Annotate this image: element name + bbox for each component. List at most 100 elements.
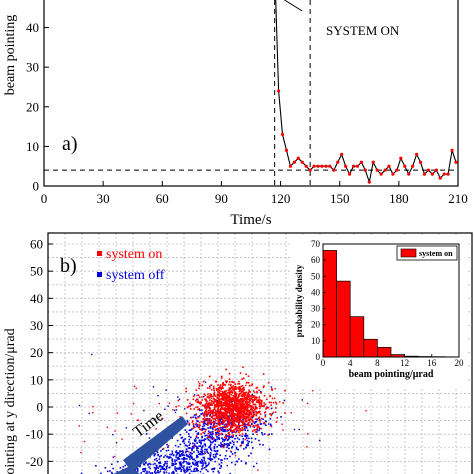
point-system-off (226, 444, 229, 447)
point-system-off (204, 428, 207, 431)
point-system-on (216, 393, 219, 396)
point-system-on (215, 387, 218, 390)
point-system-on (235, 413, 238, 415)
point-system-off (191, 445, 194, 448)
point-system-on (230, 391, 233, 393)
point-system-on (229, 406, 231, 409)
point-system-on (238, 388, 241, 391)
point-system-on (256, 391, 259, 394)
point-system-on (192, 427, 195, 429)
point-system-off (217, 458, 220, 460)
point-system-off (195, 456, 198, 459)
series-point-34 (407, 172, 411, 176)
point-system-on (237, 426, 239, 428)
point-system-on (236, 400, 238, 403)
point-system-off (217, 432, 220, 434)
point-system-on (249, 404, 251, 407)
point-system-off (156, 466, 158, 468)
inset-y-axis-label: probability density (294, 264, 304, 337)
point-system-on (225, 381, 228, 384)
point-system-off (231, 453, 234, 455)
point-system-off (225, 443, 227, 446)
point-system-off (194, 467, 196, 470)
point-system-on (247, 406, 249, 409)
point-system-on (216, 433, 218, 436)
point-system-on (253, 399, 256, 401)
scatter-points (78, 353, 367, 474)
point-system-on (227, 411, 229, 413)
point-system-on (252, 410, 255, 412)
point-system-on (177, 399, 180, 402)
point-system-off (163, 463, 165, 466)
point-system-on (220, 397, 223, 400)
point-system-off (201, 453, 203, 456)
point-system-on (231, 386, 233, 389)
point-system-off (253, 422, 256, 425)
point-system-on (242, 366, 244, 369)
point-system-off (186, 445, 189, 447)
point-system-off (197, 437, 199, 439)
point-system-on (259, 410, 261, 413)
point-system-off (201, 452, 204, 455)
point-system-on (245, 373, 247, 376)
point-system-on (235, 399, 238, 402)
point-system-on (243, 389, 245, 391)
point-system-on (203, 416, 206, 418)
point-system-on (232, 389, 234, 391)
point-system-off (153, 458, 156, 461)
point-system-off (144, 468, 146, 470)
point-system-off (269, 423, 272, 426)
point-system-on (227, 392, 230, 394)
inset-x-tick-label-1: 4 (348, 358, 353, 368)
point-system-off (175, 467, 178, 470)
point-system-on (269, 413, 272, 415)
point-system-on (232, 398, 235, 401)
point-system-off (216, 427, 219, 430)
point-system-off (217, 437, 219, 439)
point-system-on (263, 385, 265, 387)
point-system-off (216, 438, 218, 441)
point-system-on (207, 393, 209, 395)
point-system-on (259, 399, 262, 401)
point-system-off (201, 450, 204, 452)
point-system-on (233, 429, 235, 432)
point-system-on (228, 403, 230, 406)
point-system-on (271, 389, 274, 391)
point-system-on (239, 410, 241, 413)
point-system-on (246, 412, 248, 414)
point-system-on (255, 406, 257, 408)
point-system-off (245, 427, 248, 429)
point-system-off (199, 460, 201, 463)
point-system-on (219, 417, 222, 420)
point-system-on (219, 393, 221, 396)
point-system-on (198, 384, 201, 387)
point-system-on (263, 422, 266, 425)
point-system-off (197, 447, 199, 450)
point-system-on (224, 402, 227, 405)
point-system-off (179, 461, 182, 463)
point-system-on (200, 433, 202, 435)
point-system-on (213, 405, 216, 407)
point-system-on (219, 416, 222, 419)
point-system-off (158, 461, 160, 464)
point-system-on (195, 413, 198, 415)
point-system-on (202, 431, 204, 434)
point-system-on (271, 388, 273, 390)
point-system-off (178, 458, 180, 460)
panel-b-frame (47, 232, 473, 474)
point-system-off (234, 463, 237, 466)
point-system-off (210, 437, 213, 439)
point-system-on (234, 419, 237, 422)
point-system-on (242, 406, 244, 408)
point-outlier (204, 381, 207, 383)
point-system-off (209, 427, 211, 429)
point-system-off (174, 451, 177, 454)
point-system-off (111, 472, 114, 474)
point-system-on (246, 420, 248, 423)
point-system-off (221, 440, 224, 443)
series-point-22 (359, 160, 363, 164)
point-system-off (176, 453, 179, 455)
point-system-on (220, 401, 222, 403)
point-system-off (227, 443, 230, 445)
